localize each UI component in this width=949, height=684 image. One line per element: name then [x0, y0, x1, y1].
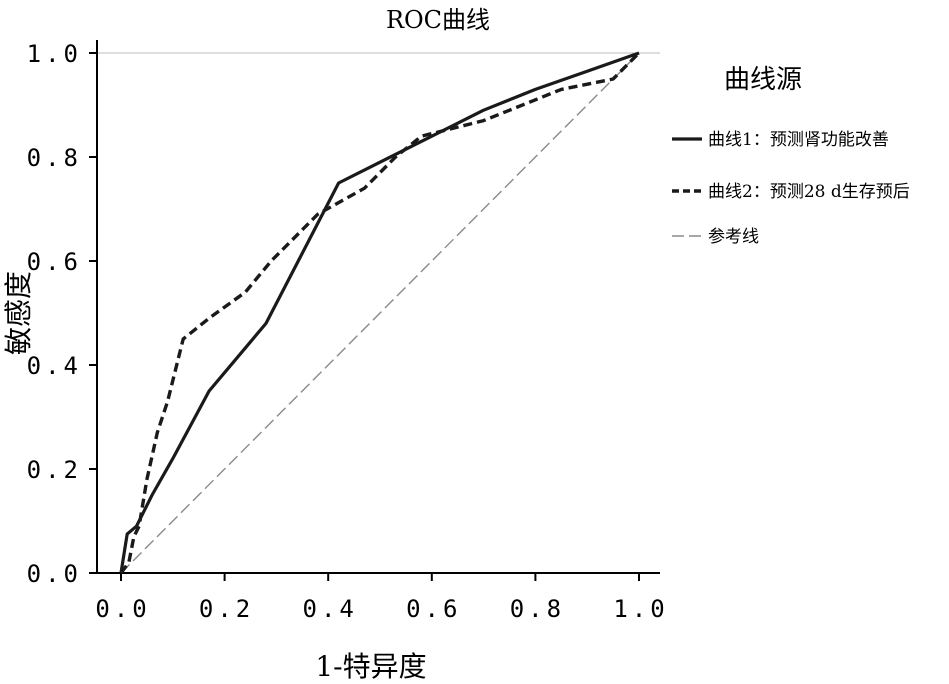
y-tick-label: 0.2 — [27, 456, 82, 484]
series-line-3 — [120, 52, 640, 574]
legend-label-2: 曲线2：预测28 d生存预后 — [708, 182, 910, 202]
y-tick-label: 0.4 — [27, 352, 82, 380]
y-tick-label: 1.0 — [27, 40, 82, 68]
x-tick-label: 0.0 — [95, 595, 150, 623]
x-tick-label: 0.8 — [510, 595, 565, 623]
y-tick-label: 0.8 — [27, 144, 82, 172]
plot-area: 0.0 0.2 0.4 0.6 0.8 1.0 0.0 0.2 0.4 0.6 0.8 1.0 — [27, 40, 668, 623]
y-tick-label: 0.6 — [27, 248, 82, 276]
x-tick-label: 0.2 — [199, 595, 254, 623]
legend-label-3: 参考线 — [708, 227, 759, 247]
x-axis-title: 1-特异度 — [315, 650, 426, 683]
y-axis-title: 敏感度 — [2, 271, 35, 355]
series-line-1 — [119, 51, 640, 574]
legend-label-1: 曲线1：预测肾功能改善 — [708, 130, 889, 150]
y-tick-label: 0.0 — [27, 560, 82, 588]
legend-title: 曲线源 — [724, 65, 802, 95]
x-tick-label: 1.0 — [613, 595, 668, 623]
chart-title: ROC曲线 — [386, 6, 490, 34]
x-tick-label: 0.4 — [303, 595, 358, 623]
x-tick-label: 0.6 — [406, 595, 461, 623]
